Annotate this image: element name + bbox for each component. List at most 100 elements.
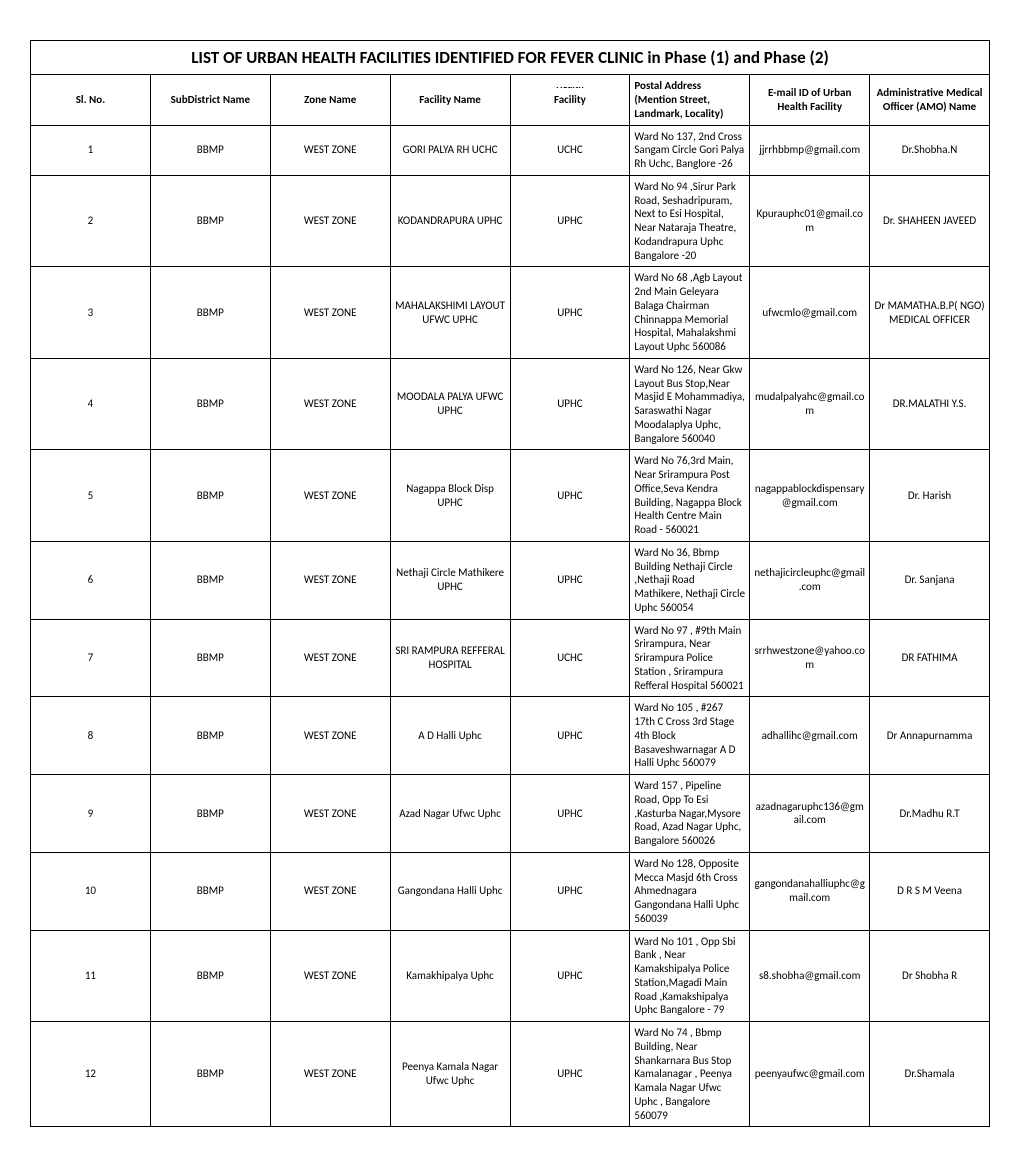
col-sl: Sl. No.	[31, 75, 151, 125]
cell-amo: DR FATHIMA	[870, 619, 990, 697]
cell-fac: Kamakhipalya Uphc	[390, 930, 510, 1022]
cell-addr: Ward No 137, 2nd Cross Sangam Circle Gor…	[630, 125, 750, 175]
cell-addr: Ward No 128, Opposite Mecca Masjd 6th Cr…	[630, 852, 750, 930]
cell-sub: BBMP	[150, 852, 270, 930]
cell-addr: Ward No 105 , #267 17th C Cross 3rd Stag…	[630, 697, 750, 775]
cell-type: UPHC	[510, 175, 630, 267]
cell-type: UPHC	[510, 267, 630, 359]
cell-sub: BBMP	[150, 175, 270, 267]
cell-fac: SRI RAMPURA REFFERAL HOSPITAL	[390, 619, 510, 697]
facilities-table: LIST OF URBAN HEALTH FACILITIES IDENTIFI…	[30, 40, 990, 1127]
col-addr-sub: (Mention Street, Landmark, Locality)	[634, 93, 723, 120]
table-row: 2BBMPWEST ZONEKODANDRAPURA UPHCUPHCWard …	[31, 175, 990, 267]
cell-mail: ufwcmlo@gmail.com​	[750, 267, 870, 359]
cell-zone: WEST ZONE	[270, 358, 390, 450]
cell-type: UCHC	[510, 619, 630, 697]
cell-addr: Ward No 76,3rd Main, Near Srirampura Pos…	[630, 450, 750, 542]
cell-fac: GORI PALYA RH UCHC	[390, 125, 510, 175]
cell-zone: WEST ZONE	[270, 697, 390, 775]
table-row: 3BBMPWEST ZONEMAHALAKSHIMI LAYOUT UFWC U…	[31, 267, 990, 359]
cell-addr: Ward 157 , Pipeline Road, Opp To Esi ,Ka…	[630, 775, 750, 853]
cell-zone: WEST ZONE	[270, 775, 390, 853]
col-fac: Facility Name	[390, 75, 510, 125]
cell-sl: 3	[31, 267, 151, 359]
cell-addr: Ward No 126, Near Gkw Layout Bus Stop,Ne…	[630, 358, 750, 450]
document-page: LIST OF URBAN HEALTH FACILITIES IDENTIFI…	[30, 40, 990, 1127]
col-type-top: Health	[515, 87, 626, 92]
table-row: 9BBMPWEST ZONEAzad Nagar Ufwc UphcUPHCWa…	[31, 775, 990, 853]
cell-mail: azadnagaruphc136@gmail.com	[750, 775, 870, 853]
cell-amo: Dr MAMATHA.B.P( NGO) MEDICAL OFFICER	[870, 267, 990, 359]
cell-sub: BBMP	[150, 267, 270, 359]
cell-fac: MOODALA PALYA UFWC UPHC	[390, 358, 510, 450]
cell-sl: 8	[31, 697, 151, 775]
cell-fac: Nethaji Circle Mathikere UPHC	[390, 541, 510, 619]
cell-sl: 1	[31, 125, 151, 175]
table-row: 10BBMPWEST ZONEGangondana Halli UphcUPHC…	[31, 852, 990, 930]
cell-addr: Ward No 74 , Bbmp Building, Near Shankar…	[630, 1022, 750, 1127]
cell-fac: KODANDRAPURA UPHC	[390, 175, 510, 267]
cell-mail: adhallihc@gmail.com	[750, 697, 870, 775]
cell-fac: Azad Nagar Ufwc Uphc	[390, 775, 510, 853]
table-row: 4BBMPWEST ZONEMOODALA PALYA UFWC UPHCUPH…	[31, 358, 990, 450]
col-addr-top: Postal Address	[634, 79, 701, 92]
cell-zone: WEST ZONE	[270, 852, 390, 930]
cell-amo: Dr.Shamala	[870, 1022, 990, 1127]
cell-fac: MAHALAKSHIMI LAYOUT UFWC UPHC	[390, 267, 510, 359]
col-amo: Administrative Medical Officer (AMO) Nam…	[870, 75, 990, 125]
cell-type: UPHC	[510, 852, 630, 930]
cell-amo: Dr. Harish	[870, 450, 990, 542]
table-row: 8BBMPWEST ZONEA D Halli UphcUPHCWard No …	[31, 697, 990, 775]
cell-sub: BBMP	[150, 619, 270, 697]
table-row: 7BBMPWEST ZONESRI RAMPURA REFFERAL HOSPI…	[31, 619, 990, 697]
cell-mail: gangondanahalliuphc@gmail.com	[750, 852, 870, 930]
col-zone: Zone Name	[270, 75, 390, 125]
cell-amo: Dr. Sanjana	[870, 541, 990, 619]
col-mail: E-mail ID of Urban Health Facility	[750, 75, 870, 125]
cell-sl: 10	[31, 852, 151, 930]
cell-type: UPHC	[510, 450, 630, 542]
cell-fac: Gangondana Halli Uphc	[390, 852, 510, 930]
cell-zone: WEST ZONE	[270, 619, 390, 697]
cell-zone: WEST ZONE	[270, 175, 390, 267]
table-row: 11BBMPWEST ZONEKamakhipalya UphcUPHCWard…	[31, 930, 990, 1022]
cell-sub: BBMP	[150, 125, 270, 175]
cell-mail: s8.shobha@gmail.com	[750, 930, 870, 1022]
cell-sl: 7	[31, 619, 151, 697]
cell-addr: Ward No 97 , #9th Main Srirampura, Near …	[630, 619, 750, 697]
cell-type: UPHC	[510, 1022, 630, 1127]
cell-mail: peenyaufwc@gmail.com	[750, 1022, 870, 1127]
cell-sub: BBMP	[150, 358, 270, 450]
cell-sl: 9	[31, 775, 151, 853]
table-header: LIST OF URBAN HEALTH FACILITIES IDENTIFI…	[31, 41, 990, 126]
table-row: 5BBMPWEST ZONENagappa Block Disp UPHCUPH…	[31, 450, 990, 542]
cell-type: UPHC	[510, 697, 630, 775]
cell-zone: WEST ZONE	[270, 930, 390, 1022]
cell-mail: nagappablockdispensary@gmail.com	[750, 450, 870, 542]
table-row: 1BBMPWEST ZONEGORI PALYA RH UCHCUCHCWard…	[31, 125, 990, 175]
table-body: 1BBMPWEST ZONEGORI PALYA RH UCHCUCHCWard…	[31, 125, 990, 1127]
cell-sl: 11	[31, 930, 151, 1022]
cell-sub: BBMP	[150, 541, 270, 619]
cell-sub: BBMP	[150, 775, 270, 853]
col-sub: SubDistrict Name	[150, 75, 270, 125]
cell-amo: DR.MALATHI Y.S.	[870, 358, 990, 450]
table-title: LIST OF URBAN HEALTH FACILITIES IDENTIFI…	[31, 41, 990, 75]
cell-zone: WEST ZONE	[270, 267, 390, 359]
cell-mail: Kpurauphc01@gmail.com	[750, 175, 870, 267]
cell-sl: 12	[31, 1022, 151, 1127]
cell-sl: 4	[31, 358, 151, 450]
cell-zone: WEST ZONE	[270, 1022, 390, 1127]
cell-type: UPHC	[510, 930, 630, 1022]
table-row: 12BBMPWEST ZONEPeenya Kamala Nagar Ufwc …	[31, 1022, 990, 1127]
table-row: 6BBMPWEST ZONENethaji Circle Mathikere U…	[31, 541, 990, 619]
cell-sl: 2	[31, 175, 151, 267]
cell-type: UPHC	[510, 541, 630, 619]
cell-amo: Dr Shobha R	[870, 930, 990, 1022]
cell-sub: BBMP	[150, 450, 270, 542]
cell-mail: jjrrhbbmp@gmail.com	[750, 125, 870, 175]
cell-amo: Dr. SHAHEEN JAVEED	[870, 175, 990, 267]
cell-sub: BBMP	[150, 697, 270, 775]
cell-addr: Ward No 94 ,Sirur Park Road, Seshadripur…	[630, 175, 750, 267]
cell-sl: 5	[31, 450, 151, 542]
